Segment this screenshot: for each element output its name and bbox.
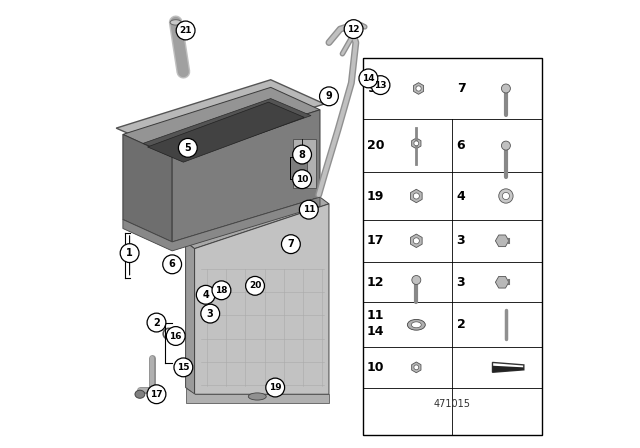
Polygon shape: [412, 362, 421, 373]
Circle shape: [319, 87, 339, 106]
Polygon shape: [172, 110, 320, 242]
Polygon shape: [123, 197, 320, 251]
Text: 20: 20: [249, 281, 261, 290]
Text: 19: 19: [367, 190, 385, 202]
Text: 9: 9: [367, 82, 376, 95]
Text: 9: 9: [326, 91, 332, 101]
Text: 11: 11: [367, 309, 385, 323]
Text: 3: 3: [457, 276, 465, 289]
Polygon shape: [410, 234, 422, 247]
Text: 11: 11: [303, 205, 315, 214]
Circle shape: [502, 84, 511, 93]
Polygon shape: [412, 138, 421, 149]
Text: 14: 14: [362, 74, 374, 83]
Circle shape: [412, 276, 421, 284]
Circle shape: [201, 304, 220, 323]
Ellipse shape: [135, 390, 145, 398]
Text: 6: 6: [169, 259, 175, 269]
Polygon shape: [495, 276, 509, 288]
Text: 2: 2: [153, 318, 160, 327]
Polygon shape: [195, 204, 329, 394]
Text: 21: 21: [179, 26, 192, 35]
Circle shape: [414, 141, 419, 146]
Polygon shape: [123, 87, 320, 157]
Polygon shape: [293, 139, 316, 188]
Polygon shape: [132, 90, 316, 153]
Polygon shape: [116, 80, 324, 152]
Text: 17: 17: [367, 234, 385, 247]
Polygon shape: [148, 102, 305, 162]
Circle shape: [176, 21, 195, 40]
Text: 20: 20: [367, 139, 385, 152]
Polygon shape: [143, 99, 311, 160]
Circle shape: [196, 285, 215, 304]
Text: 10: 10: [296, 175, 308, 184]
Circle shape: [359, 69, 378, 88]
Circle shape: [414, 365, 419, 370]
Text: 3: 3: [207, 309, 214, 319]
Ellipse shape: [412, 322, 421, 328]
Polygon shape: [186, 197, 329, 249]
Circle shape: [166, 327, 185, 345]
Text: 13: 13: [374, 81, 387, 90]
Circle shape: [282, 235, 300, 254]
Text: 4: 4: [202, 290, 209, 300]
Text: 6: 6: [457, 139, 465, 152]
Circle shape: [179, 138, 197, 157]
Circle shape: [163, 255, 182, 274]
Polygon shape: [123, 134, 172, 242]
Ellipse shape: [408, 319, 426, 330]
Text: 15: 15: [177, 363, 189, 372]
Text: 7: 7: [287, 239, 294, 249]
Circle shape: [416, 86, 421, 91]
Circle shape: [413, 238, 419, 244]
Text: 5: 5: [184, 143, 191, 153]
Polygon shape: [495, 235, 509, 246]
Text: 17: 17: [150, 390, 163, 399]
Polygon shape: [186, 388, 329, 403]
Text: 12: 12: [348, 25, 360, 34]
Text: 14: 14: [367, 325, 385, 338]
Circle shape: [246, 276, 264, 295]
Circle shape: [292, 170, 312, 189]
Text: 18: 18: [215, 286, 228, 295]
Circle shape: [147, 385, 166, 404]
Text: 16: 16: [170, 332, 182, 340]
Circle shape: [371, 76, 390, 95]
Text: 4: 4: [457, 190, 465, 202]
Circle shape: [174, 358, 193, 377]
Text: 10: 10: [367, 361, 385, 374]
FancyBboxPatch shape: [362, 58, 541, 435]
Circle shape: [502, 141, 511, 150]
Polygon shape: [413, 83, 424, 95]
Polygon shape: [493, 362, 524, 372]
Polygon shape: [186, 242, 195, 394]
Circle shape: [413, 193, 419, 199]
Polygon shape: [493, 366, 524, 372]
Circle shape: [502, 193, 509, 200]
Circle shape: [499, 189, 513, 203]
Circle shape: [120, 244, 139, 263]
Text: 19: 19: [269, 383, 282, 392]
Text: 12: 12: [367, 276, 385, 289]
Circle shape: [300, 200, 318, 219]
Polygon shape: [410, 189, 422, 202]
Text: 2: 2: [457, 318, 465, 332]
Ellipse shape: [248, 393, 266, 400]
Text: 471015: 471015: [434, 399, 470, 409]
Circle shape: [212, 281, 231, 300]
Circle shape: [344, 20, 363, 39]
Circle shape: [147, 313, 166, 332]
Circle shape: [292, 145, 312, 164]
Text: 7: 7: [457, 82, 465, 95]
Text: 3: 3: [457, 234, 465, 247]
Text: 1: 1: [126, 248, 133, 258]
Circle shape: [266, 378, 285, 397]
Ellipse shape: [170, 20, 181, 25]
Text: 8: 8: [299, 150, 305, 159]
